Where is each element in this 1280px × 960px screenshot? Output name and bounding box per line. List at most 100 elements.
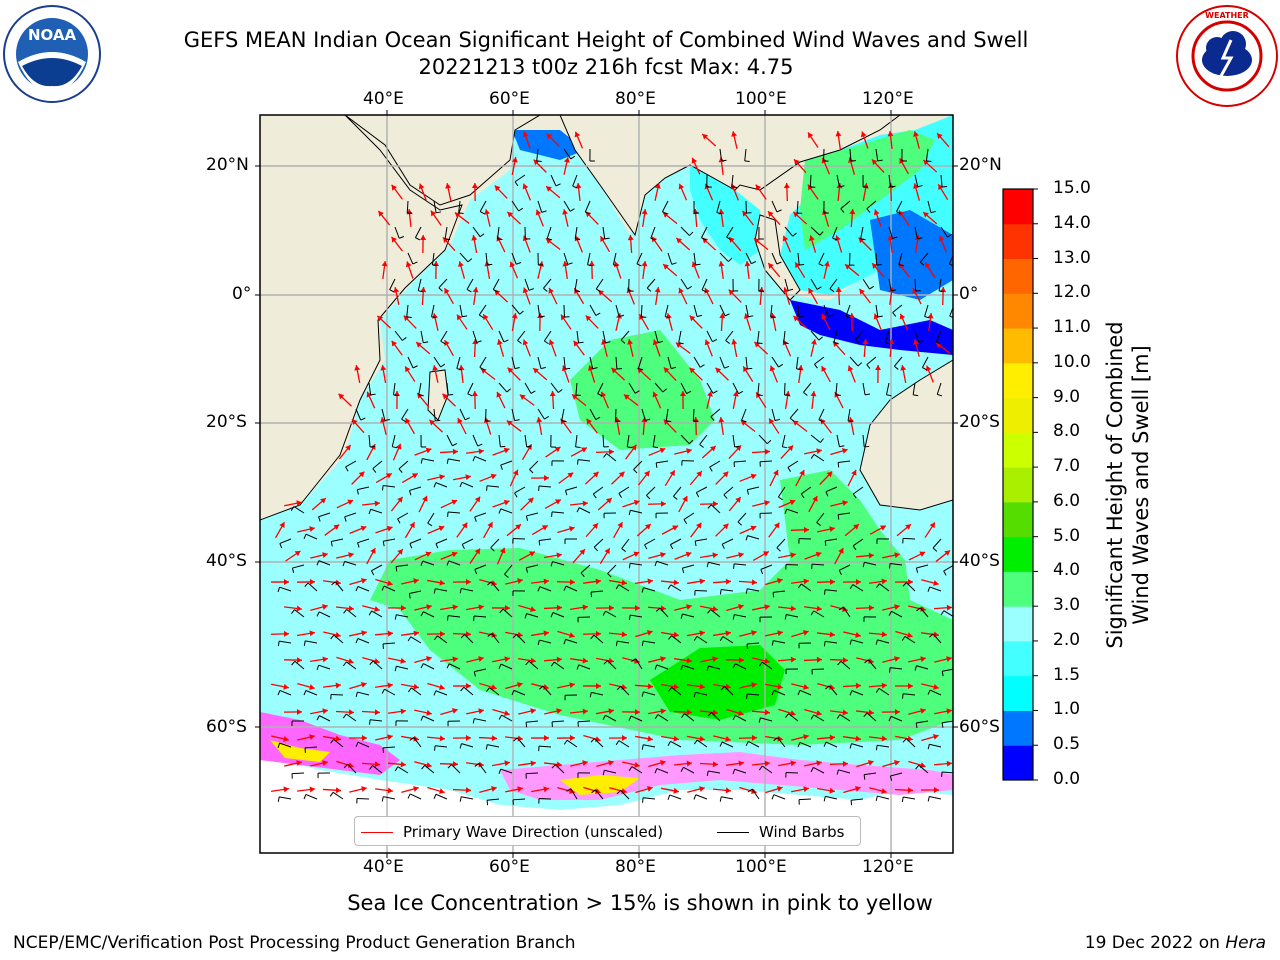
wave-arrowhead <box>571 394 578 400</box>
wave-arrowhead <box>442 393 449 400</box>
wind-barb <box>888 278 892 291</box>
wind-barb <box>667 356 672 369</box>
wind-barb <box>615 356 618 370</box>
wind-barb-flag <box>446 560 450 566</box>
lat-tick-left-0: 0° <box>232 284 252 304</box>
wind-barb <box>757 382 760 395</box>
wave-arrowhead <box>452 656 458 663</box>
wind-barb-flag <box>394 666 397 672</box>
wave-arrowhead <box>702 133 709 140</box>
wave-arrowhead <box>706 391 713 397</box>
wave-arrowhead <box>530 760 536 767</box>
lat-tick-right-0: 0° <box>959 284 979 304</box>
wave-arrowhead <box>652 391 659 398</box>
wind-barb-flag <box>555 183 561 187</box>
wind-barb <box>723 486 734 496</box>
wave-arrowhead <box>582 604 588 611</box>
wind-barb-flag <box>837 660 842 666</box>
wind-barb-flag <box>866 364 871 369</box>
wind-barb <box>683 512 695 520</box>
wave-arrowhead <box>374 761 380 768</box>
wind-barb-flag <box>915 722 918 729</box>
wind-barb <box>602 226 606 239</box>
wind-barb <box>664 304 669 317</box>
wind-barb <box>526 564 539 569</box>
wind-barb <box>500 663 513 670</box>
wind-barb-flag <box>732 715 736 721</box>
wave-arrowhead <box>569 526 575 532</box>
wave-arrowhead <box>920 605 926 612</box>
wind-barb-flag <box>695 263 701 266</box>
wave-arrowhead <box>660 552 666 558</box>
wind-barb <box>357 486 370 491</box>
wind-barb-flag <box>961 363 965 366</box>
wind-barb-flag <box>304 582 309 587</box>
wind-barb-flag <box>578 341 584 344</box>
wind-barb <box>662 200 669 212</box>
wind-barb-flag <box>604 237 610 240</box>
wave-arrowhead <box>556 761 562 768</box>
wind-barb <box>903 693 916 696</box>
wave-arrowhead <box>933 580 939 586</box>
wind-barb <box>659 607 669 618</box>
wave-arrowhead <box>623 394 630 400</box>
wave-arrowhead <box>335 631 341 638</box>
wave-arrowhead <box>704 339 711 346</box>
wave-arrowhead <box>938 235 945 242</box>
wave-arrowhead <box>358 471 365 478</box>
wind-barb-flag <box>741 419 747 423</box>
wave-arrowhead <box>715 367 722 374</box>
wind-barb <box>607 660 617 670</box>
wave-arrowhead <box>750 473 757 480</box>
wind-barb-flag <box>356 489 359 495</box>
wind-barb-flag <box>538 685 544 690</box>
wind-barb-flag <box>875 688 880 693</box>
wave-arrowhead <box>426 656 432 662</box>
wind-barb <box>563 200 571 212</box>
wind-barb-flag <box>368 509 372 515</box>
wind-barb-flag <box>440 340 446 345</box>
wind-barb <box>784 278 789 291</box>
wind-barb <box>538 485 552 488</box>
wind-barb <box>938 278 942 291</box>
wind-barb <box>594 738 604 748</box>
wind-barb <box>809 174 812 188</box>
wave-arrowhead <box>946 760 952 767</box>
wave-arrowhead <box>465 631 471 638</box>
wave-arrowhead <box>430 210 437 217</box>
wave-arrowhead <box>465 578 471 585</box>
wind-barb <box>903 796 916 800</box>
wind-barb <box>431 252 435 265</box>
wind-barb-flag <box>628 563 631 569</box>
wave-arrowhead <box>546 186 552 192</box>
wave-arrowhead <box>686 448 692 454</box>
wave-arrowhead <box>309 630 315 637</box>
wind-barb-flag <box>516 262 522 265</box>
wave-arrowhead <box>808 288 814 294</box>
wave-arrowhead <box>581 447 587 453</box>
wind-barb <box>485 252 488 265</box>
wind-barb-flag <box>938 290 945 293</box>
wind-barb-flag <box>421 765 426 770</box>
wind-barb <box>446 382 449 395</box>
wave-arrowhead <box>588 261 595 267</box>
wind-barb <box>942 771 953 774</box>
wind-barb <box>940 174 943 187</box>
wave-arrowhead <box>899 313 906 320</box>
wave-arrowhead <box>535 209 542 216</box>
lat-tick-right-20s: 20°S <box>959 412 1000 432</box>
wind-barb-flag <box>636 263 642 267</box>
wave-arrowhead <box>296 657 302 664</box>
footer-date: 19 Dec 2022 on Hera <box>1085 933 1266 953</box>
wave-arrowhead <box>853 524 859 530</box>
wind-barb <box>514 174 526 183</box>
wind-barb-flag <box>431 316 437 319</box>
colorbar-label-line2: Wind Waves and Swell [m] <box>1129 345 1153 625</box>
wind-barb-flag <box>474 763 480 767</box>
wave-arrowhead <box>491 580 497 586</box>
wind-barb-flag <box>398 468 403 473</box>
wind-barb <box>409 486 422 491</box>
wind-barb-flag <box>381 585 385 591</box>
wind-barb-flag <box>784 614 787 620</box>
wind-barb-flag <box>343 609 348 614</box>
